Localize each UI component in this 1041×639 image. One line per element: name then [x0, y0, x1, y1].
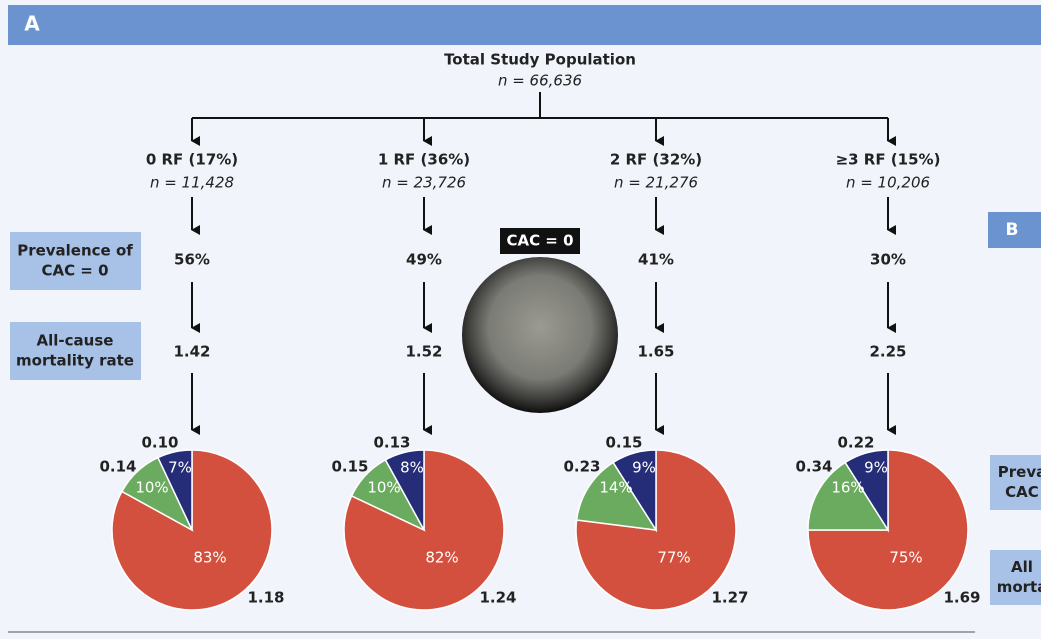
row-label: mortality rate: [16, 352, 134, 370]
slice-percent: 16%: [831, 479, 864, 497]
group-label: 0 RF (17%): [146, 151, 238, 169]
group-label: 1 RF (36%): [378, 151, 470, 169]
mortality: 2.25: [869, 343, 906, 361]
figure: A Total Study Population n = 66,636 CAC …: [0, 0, 1041, 639]
slice-percent: 9%: [632, 459, 656, 477]
prevalence: 41%: [638, 251, 674, 269]
root-title: Total Study Population: [444, 51, 636, 69]
row-label: Prevalence of: [17, 242, 133, 260]
ct-image: [462, 257, 618, 413]
slice-percent: 83%: [193, 549, 226, 567]
slice-percent: 10%: [135, 479, 168, 497]
slice-percent: 9%: [864, 459, 888, 477]
group-n: n = 23,726: [382, 174, 466, 192]
panel-a-label: A: [24, 12, 40, 36]
group-n: n = 10,206: [846, 174, 930, 192]
slice-rate: 1.69: [943, 589, 980, 607]
row-label: All-cause: [37, 332, 114, 350]
right-label: Preva: [998, 463, 1041, 481]
slice-percent: 10%: [367, 479, 400, 497]
prevalence: 30%: [870, 251, 906, 269]
slice-rate: 0.10: [141, 434, 178, 452]
group-n: n = 21,276: [614, 174, 698, 192]
mortality: 1.52: [405, 343, 442, 361]
slice-rate: 0.23: [563, 458, 600, 476]
prevalence: 49%: [406, 251, 442, 269]
slice-rate: 0.15: [331, 458, 368, 476]
slice-rate: 0.13: [373, 434, 410, 452]
slice-percent: 14%: [599, 479, 632, 497]
prevalence: 56%: [174, 251, 210, 269]
slice-percent: 77%: [657, 549, 690, 567]
root-n: n = 66,636: [498, 72, 582, 90]
right-label: CAC: [1005, 483, 1039, 501]
image-label: CAC = 0: [506, 232, 573, 250]
panel-b-label: B: [1006, 220, 1019, 240]
panel-header: [8, 5, 1041, 45]
slice-percent: 82%: [425, 549, 458, 567]
slice-percent: 8%: [400, 459, 424, 477]
right-label: All: [1011, 558, 1033, 576]
slice-percent: 75%: [889, 549, 922, 567]
mortality: 1.65: [637, 343, 674, 361]
row-label: CAC = 0: [41, 262, 108, 280]
group-label: ≥3 RF (15%): [836, 151, 941, 169]
group-label: 2 RF (32%): [610, 151, 702, 169]
slice-rate: 0.22: [837, 434, 874, 452]
slice-rate: 0.15: [605, 434, 642, 452]
right-label: morta: [997, 578, 1041, 596]
slice-rate: 1.18: [247, 589, 284, 607]
slice-rate: 1.24: [479, 589, 516, 607]
group-n: n = 11,428: [150, 174, 234, 192]
slice-percent: 7%: [168, 459, 192, 477]
mortality: 1.42: [173, 343, 210, 361]
slice-rate: 0.34: [795, 458, 832, 476]
slice-rate: 1.27: [711, 589, 748, 607]
slice-rate: 0.14: [99, 458, 136, 476]
